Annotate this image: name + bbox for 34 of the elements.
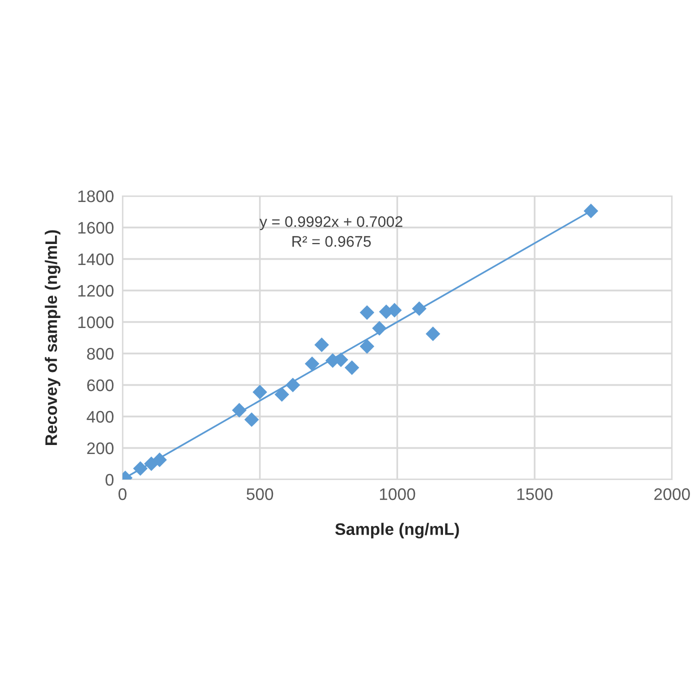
y-tick-label: 800 [87, 348, 114, 360]
point [232, 402, 247, 418]
point [252, 384, 268, 400]
x-tick-label: 500 [246, 488, 274, 500]
y-tick-label: 1600 [78, 222, 114, 234]
y-tick-label: 0 [106, 474, 114, 486]
y-tick-label: 400 [86, 410, 114, 423]
point [584, 204, 598, 218]
point [360, 339, 374, 354]
y-tick-label: 600 [87, 379, 114, 392]
y-tick-label: 1200 [78, 284, 114, 297]
x-tick-label: 1000 [380, 488, 416, 500]
point [360, 305, 374, 320]
annotation: y = 0.9992x + 0.7002 R² = 0.9675 [260, 216, 402, 247]
point [274, 387, 290, 402]
y-axis-title: Recovey of sample (ng/mL) [44, 230, 60, 445]
point [304, 356, 320, 372]
x-tick-label: 1500 [517, 488, 553, 500]
point [426, 326, 440, 342]
x-tick-label: 2000 [654, 488, 690, 500]
x-axis-title: Sample (ng/mL) [335, 522, 459, 538]
point [286, 378, 300, 392]
point [344, 360, 360, 375]
y-tick-label: 1800 [78, 190, 114, 202]
point [152, 452, 167, 468]
point [133, 461, 148, 476]
y-tick-label: 200 [87, 442, 114, 454]
y-tick-label: 1400 [78, 253, 114, 266]
point [314, 338, 329, 352]
point [244, 412, 259, 427]
point [372, 321, 387, 336]
y-tick-label: 1000 [78, 316, 114, 328]
x-tick-label: 0 [118, 488, 126, 500]
point [412, 301, 427, 316]
